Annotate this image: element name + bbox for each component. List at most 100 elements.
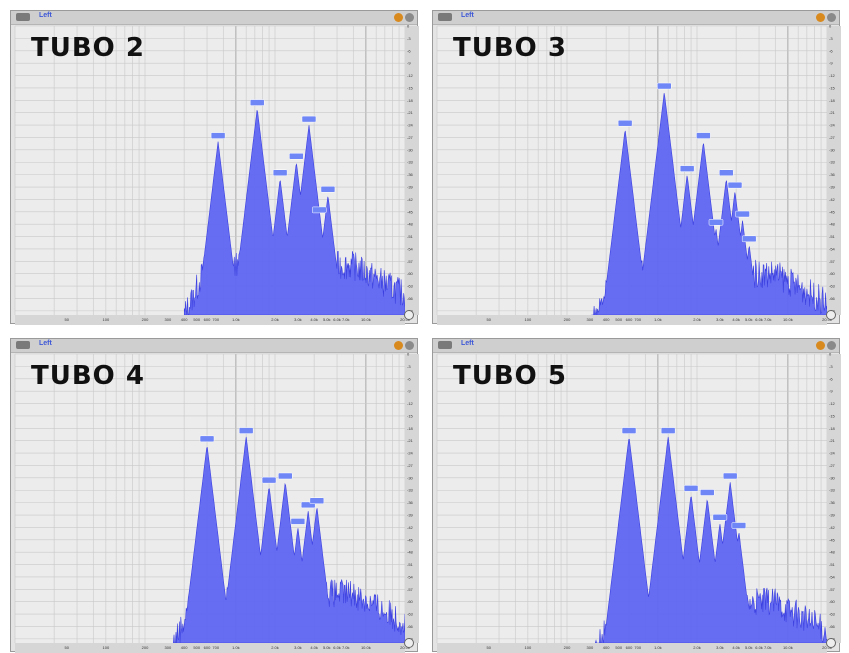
settings-icon[interactable]: [827, 13, 836, 22]
x-tick-label: 4.0k: [310, 645, 318, 650]
peak-marker: [621, 427, 637, 434]
x-tick-label: 500: [615, 645, 622, 650]
x-tick-label: 700: [634, 317, 641, 322]
y-tick-label: -6: [407, 376, 411, 381]
x-tick-label: 2.0k: [271, 317, 279, 322]
y-tick-label: -48: [829, 222, 836, 227]
peak-marker: [679, 165, 695, 172]
y-tick-label: -39: [829, 513, 836, 518]
spectrum-area: [594, 436, 828, 644]
y-tick-label: -51: [407, 234, 414, 239]
x-tick-label: 500: [193, 317, 200, 322]
x-tick-label: 1.0k: [232, 317, 240, 322]
y-tick-label: -15: [829, 85, 836, 90]
x-tick-label: 7.0k: [764, 317, 772, 322]
x-tick-label: 50: [487, 317, 492, 322]
x-tick-label: 6.0k: [333, 317, 341, 322]
channel-label[interactable]: Left: [39, 12, 52, 19]
peak-marker: [199, 435, 215, 443]
y-tick-label: -27: [829, 135, 836, 140]
settings-icon[interactable]: [405, 13, 414, 22]
panel-title: TUBO 3: [453, 33, 567, 63]
y-tick-label: 0: [829, 352, 832, 357]
x-tick-label: 6.0k: [755, 317, 763, 322]
y-tick-label: -9: [407, 61, 411, 66]
settings-icon[interactable]: [827, 341, 836, 350]
y-tick-label: -6: [407, 48, 411, 53]
resize-icon[interactable]: [826, 310, 836, 320]
peak-marker: [617, 119, 633, 127]
x-tick-label: 3.0k: [294, 317, 302, 322]
y-tick-label: -63: [829, 612, 836, 617]
y-tick-label: -33: [407, 160, 414, 165]
y-tick-label: -9: [829, 389, 833, 394]
x-tick-label: 5.0k: [323, 317, 331, 322]
y-tick-label: -54: [407, 574, 414, 579]
y-axis-strip: [827, 26, 841, 315]
y-tick-label: -12: [407, 401, 414, 406]
y-tick-label: 0: [407, 352, 410, 357]
x-tick-label: 6.0k: [755, 645, 763, 650]
peak-marker: [696, 132, 711, 139]
resize-icon[interactable]: [826, 638, 836, 648]
peak-marker: [320, 186, 336, 193]
y-tick-label: -66: [407, 624, 414, 629]
peak-marker: [731, 522, 747, 529]
panel-toolbar: Left: [11, 339, 417, 353]
y-tick-label: -45: [829, 537, 836, 542]
record-icon[interactable]: [816, 341, 825, 350]
peak-marker: [312, 206, 327, 214]
y-tick-label: -42: [829, 197, 836, 202]
y-tick-label: -36: [407, 172, 414, 177]
y-tick-label: -66: [407, 296, 414, 301]
y-tick-label: 0: [407, 24, 410, 29]
peak-marker: [727, 181, 743, 189]
record-icon[interactable]: [394, 341, 403, 350]
x-tick-label: 200: [142, 645, 149, 650]
channel-label[interactable]: Left: [461, 340, 474, 347]
x-tick-label: 20.0k: [822, 645, 832, 650]
x-tick-label: 4.0k: [732, 645, 740, 650]
x-tick-label: 300: [165, 317, 172, 322]
peak-marker: [700, 489, 715, 496]
x-axis-strip: [437, 315, 827, 325]
channel-label[interactable]: Left: [461, 12, 474, 19]
channel-label[interactable]: Left: [39, 340, 52, 347]
y-tick-label: -21: [407, 438, 414, 443]
record-icon[interactable]: [816, 13, 825, 22]
y-tick-label: -45: [407, 209, 414, 214]
peak-marker: [712, 514, 728, 521]
y-tick-label: -33: [829, 488, 836, 493]
y-tick-label: -39: [407, 185, 414, 190]
y-tick-label: -66: [829, 624, 836, 629]
x-tick-label: 1.0k: [654, 645, 662, 650]
y-tick-label: -6: [829, 376, 833, 381]
y-tick-label: -9: [407, 389, 411, 394]
y-tick-label: -57: [829, 259, 836, 264]
settings-icon[interactable]: [405, 341, 414, 350]
x-tick-label: 400: [603, 317, 610, 322]
x-tick-label: 600: [204, 317, 211, 322]
panel-title: TUBO 4: [31, 361, 145, 391]
resize-icon[interactable]: [404, 310, 414, 320]
y-tick-label: -57: [407, 259, 414, 264]
y-tick-label: -42: [407, 525, 414, 530]
peak-marker: [683, 485, 699, 492]
x-tick-label: 500: [615, 317, 622, 322]
x-tick-label: 50: [487, 645, 492, 650]
record-icon[interactable]: [394, 13, 403, 22]
window-icon: [438, 13, 452, 21]
y-tick-label: -54: [829, 246, 836, 251]
spectrum-plot: 0 -3 -6 -9 -12 -15 -18 -21 -24 -27 -30 -33 -36 -39 -42…: [14, 352, 419, 653]
x-tick-label: 300: [587, 317, 594, 322]
x-tick-label: 2.0k: [271, 645, 279, 650]
y-tick-label: -36: [407, 500, 414, 505]
resize-icon[interactable]: [404, 638, 414, 648]
x-tick-label: 100: [103, 317, 110, 322]
y-tick-label: -24: [407, 451, 414, 456]
y-tick-label: -51: [829, 234, 836, 239]
x-tick-label: 1.0k: [654, 317, 662, 322]
y-tick-label: -66: [829, 296, 836, 301]
x-tick-label: 10.0k: [783, 317, 793, 322]
peak-marker: [741, 235, 757, 243]
